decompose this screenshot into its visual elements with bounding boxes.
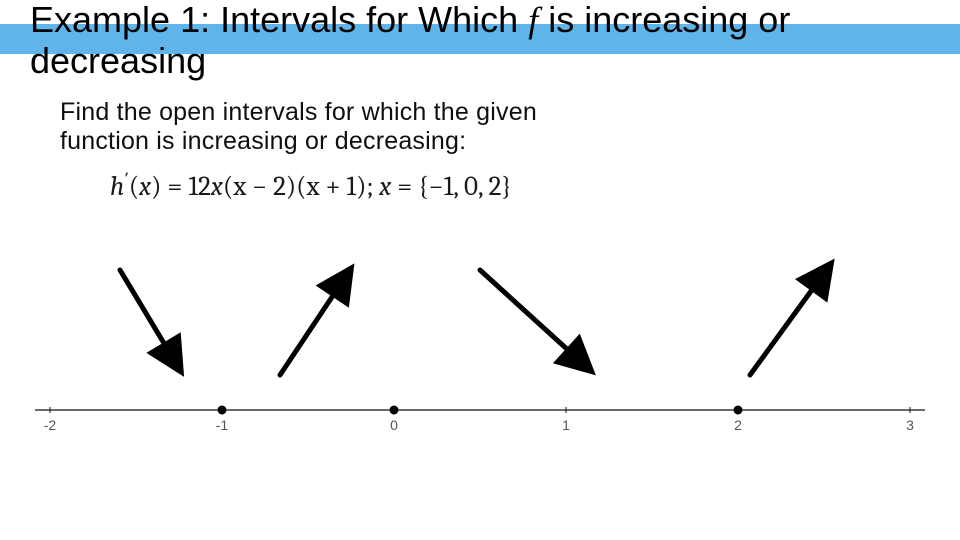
- tick-label: 3: [906, 417, 914, 433]
- interval-gt-2-increasing: [750, 265, 830, 375]
- slide-title: Example 1: Intervals for Which f is incr…: [30, 0, 930, 80]
- equation-h: h: [110, 171, 124, 202]
- equation-coef: 12: [188, 171, 211, 202]
- slide: Example 1: Intervals for Which f is incr…: [0, 0, 960, 540]
- equation-setvar: x: [379, 171, 391, 202]
- interval-neg2-to-neg1-decreasing: [120, 270, 180, 370]
- critical-point-dot: [734, 406, 743, 415]
- tick-label: -2: [44, 417, 57, 433]
- equation-var1: x: [139, 171, 151, 202]
- interval-neg1-to-0-increasing: [280, 270, 350, 375]
- equation-factor1: (x − 2): [223, 171, 296, 202]
- prompt-text: Find the open intervals for which the gi…: [60, 98, 880, 156]
- title-f-italic: f: [528, 0, 538, 40]
- tick-label: 2: [734, 417, 742, 433]
- prompt-line-2: function is increasing or decreasing:: [60, 127, 880, 156]
- equation-var2: x: [211, 171, 223, 202]
- prompt-line-1: Find the open intervals for which the gi…: [60, 98, 880, 127]
- tick-label: 1: [562, 417, 570, 433]
- equation-eq2: =: [397, 171, 412, 202]
- interval-0-to-2-decreasing: [480, 270, 590, 370]
- sign-diagram: -2 -1 0 1 2 3: [30, 250, 930, 470]
- equation-eq1: =: [167, 171, 182, 202]
- tick-label: -1: [216, 417, 229, 433]
- tick-label: 0: [390, 417, 398, 433]
- critical-point-dot: [218, 406, 227, 415]
- title-prefix: Example 1: Intervals for Which: [30, 0, 528, 40]
- equation-factor2: (x + 1): [296, 171, 366, 202]
- critical-point-dot: [390, 406, 399, 415]
- derivative-equation: h′(x) = 12x(x − 2)(x + 1); x = {−1, 0, 2…: [110, 168, 512, 202]
- equation-set-values: −1, 0, 2: [429, 171, 502, 202]
